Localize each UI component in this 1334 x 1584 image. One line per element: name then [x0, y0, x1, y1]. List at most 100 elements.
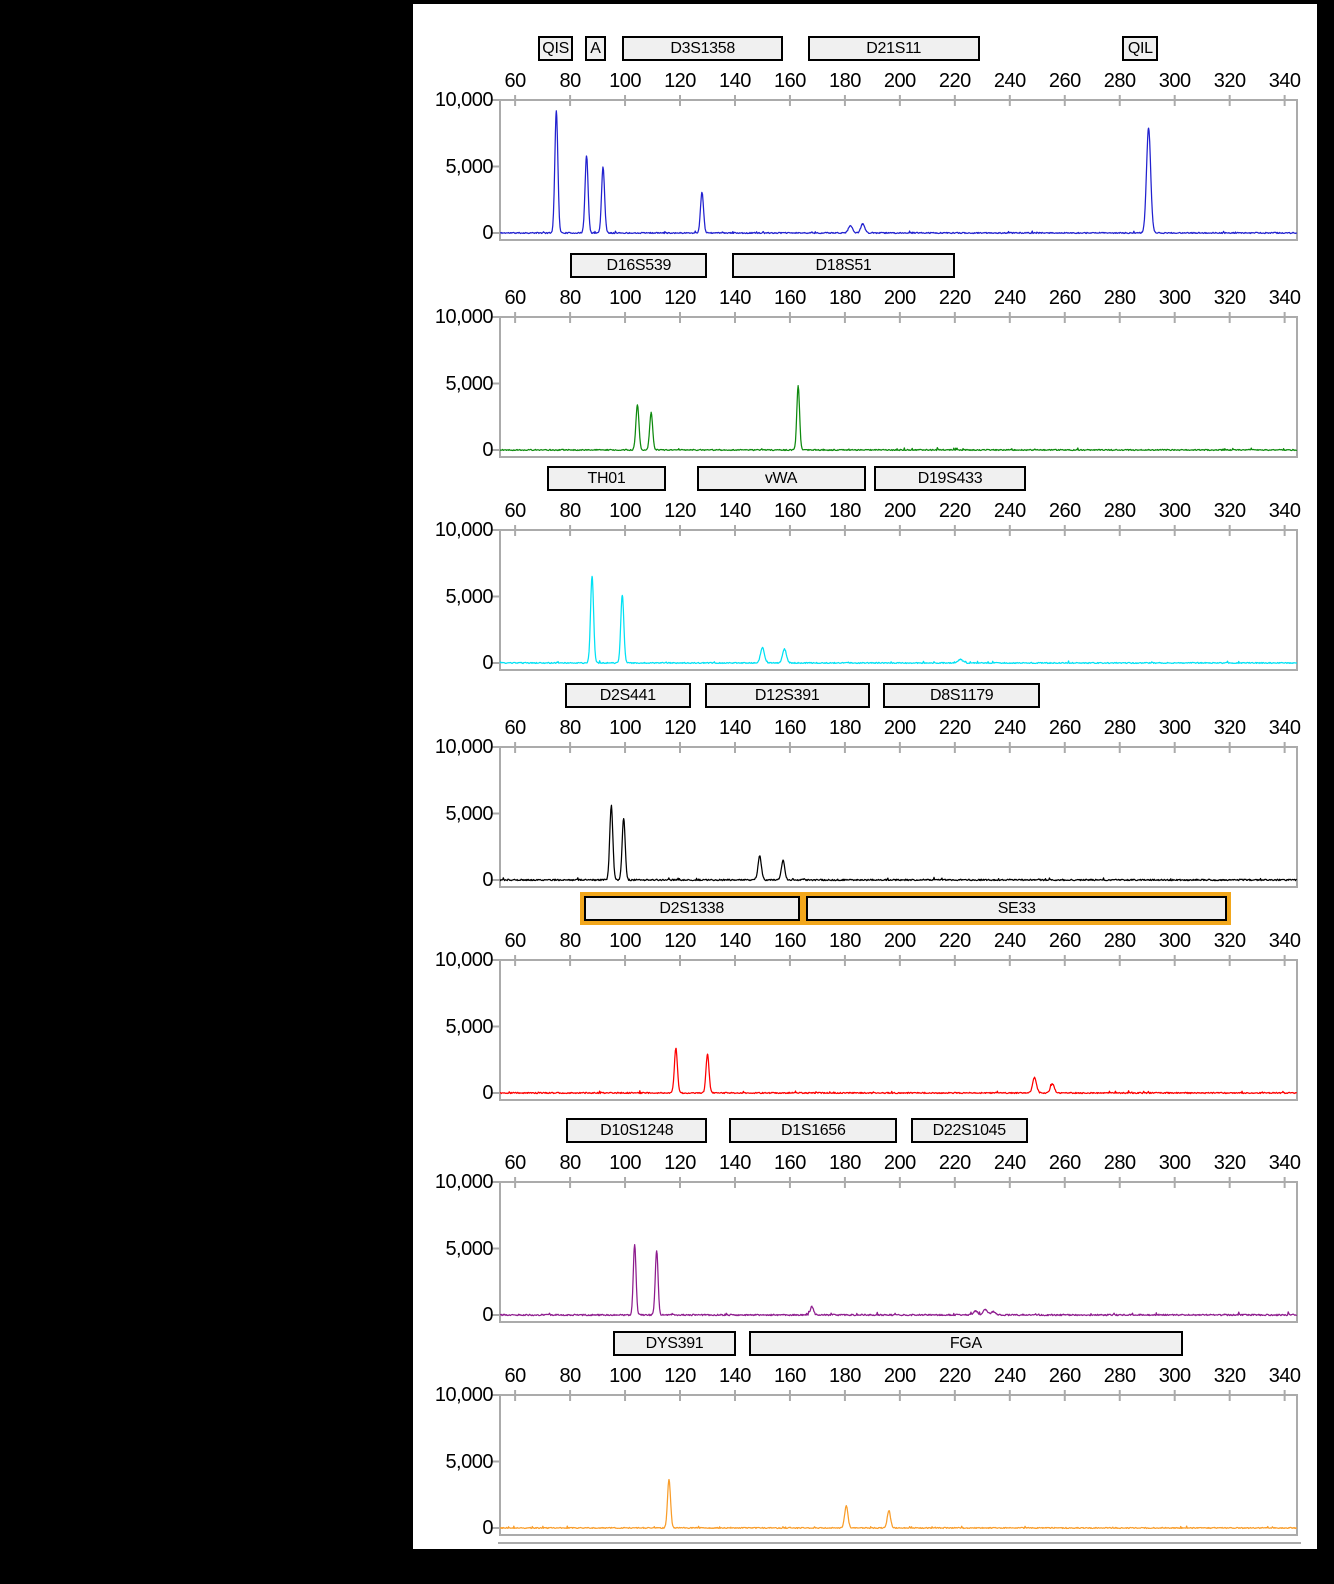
- x-axis-tick-label: 80: [559, 70, 581, 92]
- x-axis-tick-label: 220: [938, 70, 971, 92]
- y-axis-tick-label: 0: [482, 652, 493, 674]
- x-axis-tick-label: 180: [828, 717, 861, 739]
- x-axis-tick-label: 200: [883, 1365, 916, 1387]
- epg-panel: QIS A D3S1358 D21S11 QIL 60 80 100 120 140 160 180 2…: [413, 4, 1317, 1549]
- plot-border: [499, 746, 1298, 888]
- x-axis-tick-label: 60: [504, 500, 526, 522]
- x-axis-tick-label: 200: [883, 70, 916, 92]
- marker-label-D1S1656[interactable]: D1S1656: [729, 1118, 898, 1143]
- marker-label-text: D16S539: [606, 256, 672, 274]
- x-axis-tick-label: 240: [993, 930, 1026, 952]
- marker-label-D21S11[interactable]: D21S11: [807, 36, 980, 61]
- x-axis-tick-label: 340: [1268, 930, 1301, 952]
- x-axis-tick-label: 260: [1048, 287, 1081, 309]
- y-axis-tick-label: 5,000: [445, 155, 493, 178]
- x-axis-tick-label: 280: [1103, 500, 1136, 522]
- x-axis-tick-label: 320: [1213, 930, 1246, 952]
- x-axis-tick-label: 320: [1213, 1152, 1246, 1174]
- panel-bottom-divider: [498, 1542, 1301, 1544]
- marker-label-D22S1045[interactable]: D22S1045: [910, 1118, 1028, 1143]
- x-axis-tick-label: 280: [1103, 287, 1136, 309]
- marker-label-D19S433[interactable]: D19S433: [873, 466, 1027, 491]
- x-axis-tick-label: 200: [883, 287, 916, 309]
- marker-label-D10S1248[interactable]: D10S1248: [565, 1118, 708, 1143]
- y-axis-tick-label: 5,000: [445, 1237, 493, 1260]
- y-axis-tick-label: 10,000: [434, 736, 494, 758]
- x-axis-tick-label: 120: [664, 717, 696, 739]
- x-axis-tick-label: 200: [883, 930, 916, 952]
- x-axis-tick-label: 320: [1213, 1365, 1246, 1387]
- marker-label-TH01[interactable]: TH01: [546, 466, 667, 491]
- marker-label-D18S51[interactable]: D18S51: [732, 253, 955, 278]
- marker-label-A[interactable]: A: [585, 36, 606, 61]
- marker-label-text: D8S1179: [929, 686, 994, 704]
- x-axis-tick-label: 80: [559, 930, 581, 952]
- marker-label-text: SE33: [997, 899, 1036, 917]
- x-axis-tick-label: 320: [1213, 717, 1246, 739]
- x-axis-tick-label: 180: [828, 930, 861, 952]
- x-axis-tick-label: 300: [1158, 1152, 1191, 1174]
- electropherogram-plot-cyan[interactable]: [488, 522, 1299, 678]
- marker-label-QIL[interactable]: QIL: [1122, 36, 1159, 61]
- x-axis-tick-label: 80: [559, 1365, 581, 1387]
- electropherogram-plot-orange[interactable]: [488, 1387, 1299, 1543]
- marker-label-text: A: [590, 39, 601, 57]
- x-axis-tick-label: 200: [883, 500, 916, 522]
- x-axis-tick-label: 200: [883, 1152, 916, 1174]
- electropherogram-plot-green[interactable]: [488, 309, 1299, 465]
- x-axis-tick-label: 100: [609, 1152, 641, 1174]
- marker-label-D12S391[interactable]: D12S391: [704, 683, 870, 708]
- x-axis-tick-label: 320: [1213, 287, 1246, 309]
- y-axis-tick-label: 5,000: [445, 1450, 493, 1473]
- x-axis-tick-label: 140: [719, 287, 751, 309]
- x-axis-tick-label: 220: [938, 717, 971, 739]
- marker-label-QIS[interactable]: QIS: [538, 36, 573, 61]
- marker-label-D8S1179[interactable]: D8S1179: [883, 683, 1041, 708]
- x-axis-tick-label: 240: [993, 1365, 1026, 1387]
- plot-border: [499, 99, 1298, 241]
- electropherogram-plot-purple[interactable]: [488, 1174, 1299, 1330]
- x-axis-tick-label: 80: [559, 717, 581, 739]
- x-axis-tick-label: 80: [559, 1152, 581, 1174]
- y-axis-tick-label: 10,000: [434, 949, 494, 971]
- x-axis-tick-label: 160: [774, 287, 806, 309]
- x-axis-tick-label: 220: [938, 930, 971, 952]
- x-axis-tick-label: 220: [938, 287, 971, 309]
- y-axis-tick-label: 10,000: [434, 1384, 494, 1406]
- plot-border: [499, 316, 1298, 458]
- x-axis-tick-label: 240: [993, 500, 1026, 522]
- x-axis-tick-label: 160: [774, 930, 806, 952]
- x-axis-tick-label: 140: [719, 70, 751, 92]
- marker-label-text: D22S1045: [932, 1121, 1007, 1139]
- marker-label-FGA[interactable]: FGA: [748, 1331, 1183, 1356]
- x-axis-tick-label: 180: [828, 1152, 861, 1174]
- x-axis-tick-label: 280: [1103, 717, 1136, 739]
- x-axis-tick-label: 100: [609, 717, 641, 739]
- x-axis-tick-label: 340: [1268, 1365, 1301, 1387]
- marker-label-D2S441[interactable]: D2S441: [564, 683, 691, 708]
- marker-label-text: DYS391: [645, 1334, 704, 1352]
- y-axis-tick-label: 10,000: [434, 519, 494, 541]
- x-axis-tick-label: 120: [664, 500, 696, 522]
- y-axis-tick-label: 5,000: [445, 372, 493, 395]
- marker-label-vWA[interactable]: vWA: [696, 466, 866, 491]
- electropherogram-plot-red[interactable]: [488, 952, 1299, 1108]
- marker-label-text: D18S51: [815, 256, 872, 274]
- x-axis-tick-label: 320: [1213, 500, 1246, 522]
- marker-label-DYS391[interactable]: DYS391: [612, 1331, 737, 1356]
- x-axis-tick-label: 260: [1048, 70, 1081, 92]
- marker-label-D3S1358[interactable]: D3S1358: [622, 36, 784, 61]
- electropherogram-plot-black[interactable]: [488, 739, 1299, 895]
- x-axis-tick-label: 160: [774, 1152, 806, 1174]
- x-axis-tick-label: 240: [993, 1152, 1026, 1174]
- x-axis-tick-label: 300: [1158, 500, 1191, 522]
- x-axis-tick-label: 340: [1268, 70, 1301, 92]
- marker-label-SE33[interactable]: SE33: [806, 896, 1227, 921]
- x-axis-tick-label: 340: [1268, 500, 1301, 522]
- x-axis-tick-label: 300: [1158, 717, 1191, 739]
- marker-label-D16S539[interactable]: D16S539: [570, 253, 708, 278]
- marker-label-text: D2S1338: [659, 899, 724, 917]
- marker-label-D2S1338[interactable]: D2S1338: [583, 896, 800, 921]
- electropherogram-plot-blue[interactable]: [488, 92, 1299, 248]
